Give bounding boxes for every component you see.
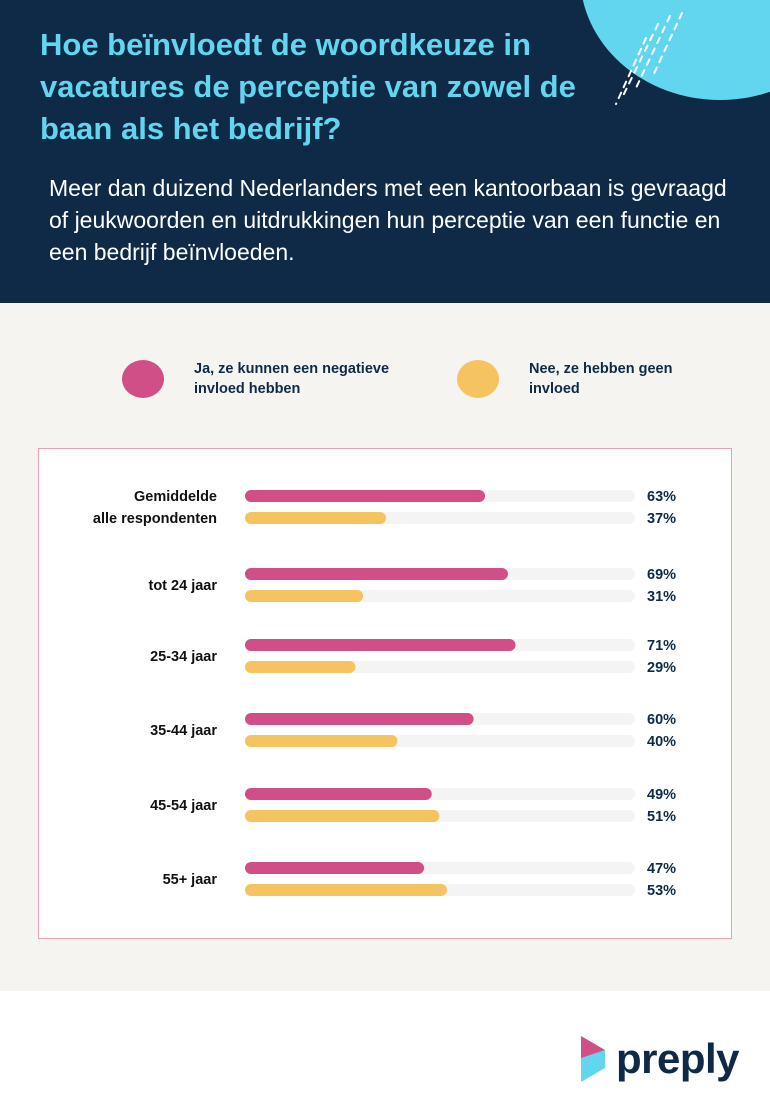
decorative-dashes-icon [615,12,683,105]
value-label: 47% [647,861,676,877]
value-label: 49% [647,787,676,803]
value-label: 29% [647,660,676,676]
legend-item-no: Nee, ze hebben geen invloed [457,359,679,399]
value-label: 31% [647,589,676,605]
chart-panel: Gemiddelde alle respondenten 63% 37% tot 24 … [38,448,732,939]
preply-logo-icon [581,1036,605,1082]
page-subtitle: Meer dan duizend Nederlanders met een ka… [49,175,727,265]
category-label: 55+ jaar [163,872,218,888]
bar-nee [245,735,398,747]
bar-chart: Gemiddelde alle respondenten 63% 37% tot 24 … [93,489,676,899]
bar-nee [245,512,386,524]
bar-ja [245,862,425,874]
value-label: 40% [647,734,676,750]
value-label: 60% [647,712,676,728]
bar-nee [245,661,356,673]
bar-ja [245,639,516,651]
value-label: 71% [647,638,676,654]
category-label: 45-54 jaar [150,798,217,814]
brand-logo: preply [578,1034,740,1084]
bar-nee [245,810,440,822]
bar-ja [245,713,474,725]
legend-swatch-pink [122,360,164,398]
legend-swatch-yellow [457,360,499,398]
category-label: Gemiddelde alle respondenten [93,489,217,527]
category-label: tot 24 jaar [149,578,218,594]
value-label: 69% [647,567,676,583]
category-label: 35-44 jaar [150,723,217,739]
value-label: 37% [647,511,676,527]
bar-ja [245,788,432,800]
bar-nee [245,590,364,602]
bar-ja [245,568,508,580]
legend-label-yes: Ja, ze kunnen een negatieve invloed hebb… [194,361,390,397]
value-label: 53% [647,883,676,899]
legend-item-yes: Ja, ze kunnen een negatieve invloed hebb… [122,359,394,399]
bar-nee [245,884,447,896]
page-title: Hoe beïnvloedt de woordkeuze in vacature… [40,27,576,146]
footer [0,991,770,1108]
header-banner: Hoe beïnvloedt de woordkeuze in vacature… [0,0,770,303]
value-label: 51% [647,809,676,825]
brand-name: preply [616,1035,740,1082]
bar-ja [245,490,486,502]
legend-label-no: Nee, ze hebben geen invloed [529,361,673,397]
category-label: 25-34 jaar [150,649,217,665]
value-label: 63% [647,489,676,505]
